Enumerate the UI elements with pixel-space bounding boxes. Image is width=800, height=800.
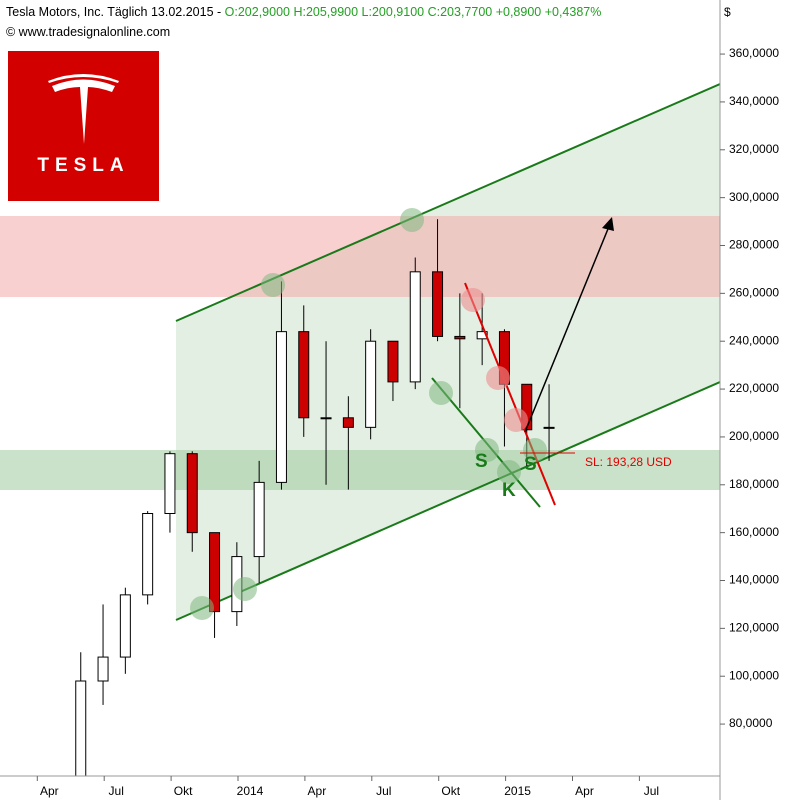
x-tick-label: Apr [40, 784, 59, 798]
candle-body [97, 656, 109, 682]
y-tick-label: 340,0000 [729, 94, 779, 108]
x-tick-label: Okt [174, 784, 193, 798]
y-tick-label: 220,0000 [729, 381, 779, 395]
markers-red [461, 288, 528, 432]
y-tick-label: 300,0000 [729, 190, 779, 204]
candle-body [320, 417, 332, 420]
annotation: S [475, 451, 488, 472]
logo: TESLA [8, 51, 159, 201]
annotation: K [502, 480, 516, 501]
support-zone [0, 450, 720, 490]
y-tick-label: 320,0000 [729, 142, 779, 156]
x-tick-label: Jul [109, 784, 124, 798]
title: Tesla Motors, Inc. Täglich 13.02.2015 - [6, 5, 225, 19]
copyright: © www.tradesignalonline.com [6, 25, 171, 39]
candle-body [521, 383, 533, 431]
unit-label: $ [724, 5, 731, 19]
candle-body [253, 481, 265, 558]
candle-body [275, 331, 287, 483]
header: Tesla Motors, Inc. Täglich 13.02.2015 - … [6, 5, 601, 19]
y-tick-label: 280,0000 [729, 238, 779, 252]
x-tick-label: 2015 [504, 784, 531, 798]
y-tick-label: 120,0000 [729, 621, 779, 635]
candle-body [432, 271, 444, 337]
x-tick-label: Jul [644, 784, 659, 798]
annotation: S [524, 454, 537, 475]
candle-body [365, 340, 377, 428]
candle-body [209, 532, 221, 613]
candle-body [409, 271, 421, 383]
y-tick-label: 260,0000 [729, 286, 779, 300]
y-tick-label: 160,0000 [729, 525, 779, 539]
arrow-head [602, 217, 614, 231]
candle-body [298, 331, 310, 419]
y-tick-label: 200,0000 [729, 429, 779, 443]
candle-body [119, 594, 131, 658]
x-tick-label: Apr [308, 784, 327, 798]
logo-mark [48, 74, 119, 144]
candle-body [454, 335, 466, 340]
plot-area [0, 83, 720, 776]
candle-body [164, 453, 176, 514]
candle-body [186, 453, 198, 534]
candle-body [387, 340, 399, 383]
candle-body [543, 426, 555, 429]
candle-body [342, 417, 354, 428]
logo-text: TESLA [37, 155, 130, 176]
x-tick-label: 2014 [237, 784, 264, 798]
channel-lower [175, 381, 720, 621]
candle-body [142, 512, 154, 596]
trend-line-red [464, 282, 556, 506]
y-tick-label: 140,0000 [729, 573, 779, 587]
y-tick-label: 240,0000 [729, 333, 779, 347]
y-tick-label: 360,0000 [729, 46, 779, 60]
candle-body [75, 680, 87, 776]
x-tick-label: Apr [575, 784, 594, 798]
markers-green [190, 208, 547, 620]
x-tick-label: Jul [376, 784, 391, 798]
x-tick-label: Okt [441, 784, 460, 798]
target-arrow [524, 223, 611, 433]
quote: O:202,9000 H:205,9900 L:200,9100 C:203,7… [224, 5, 602, 19]
stop-loss-label: SL: 193,28 USD [585, 455, 672, 469]
y-tick-label: 100,0000 [729, 668, 779, 682]
y-tick-label: 80,0000 [729, 716, 773, 730]
resistance-zone [0, 216, 720, 297]
y-tick-label: 180,0000 [729, 477, 779, 491]
